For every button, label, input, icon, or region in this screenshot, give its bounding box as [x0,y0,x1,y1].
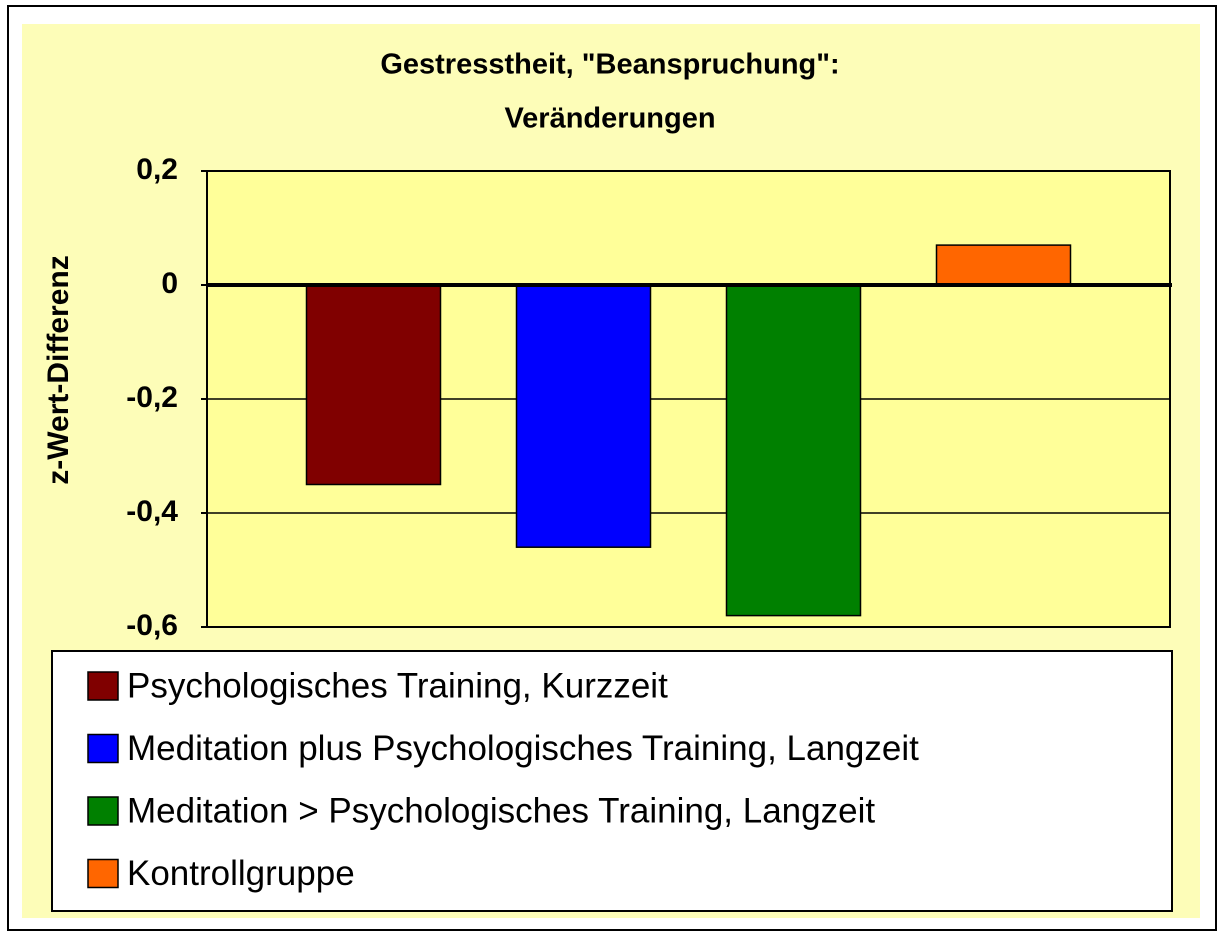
y-axis-label: z-Wert-Differenz [42,255,75,484]
legend-swatch [87,796,119,826]
bar [935,244,1072,286]
y-tick-label: -0,6 [126,609,178,642]
chart-title: Gestresstheit, "Beanspruchung": [380,49,839,81]
legend-label: Meditation > Psychologisches Training, L… [127,791,875,830]
legend-swatch [87,858,119,889]
y-tick-label: -0,2 [126,381,178,414]
legend-label: Kontrollgruppe [127,854,355,893]
bar [305,284,442,486]
y-tick-label: 0 [161,267,178,300]
chart-title: Veränderungen [504,103,715,135]
legend-swatch [87,733,119,764]
y-tick-label: 0,2 [136,153,178,186]
legend-label: Psychologisches Training, Kurzzeit [127,666,668,705]
y-tick-label: -0,4 [126,495,178,528]
legend [51,650,1173,912]
bar [515,284,652,548]
legend-swatch [87,671,119,701]
legend-label: Meditation plus Psychologisches Training… [127,729,919,768]
bar [725,284,862,617]
